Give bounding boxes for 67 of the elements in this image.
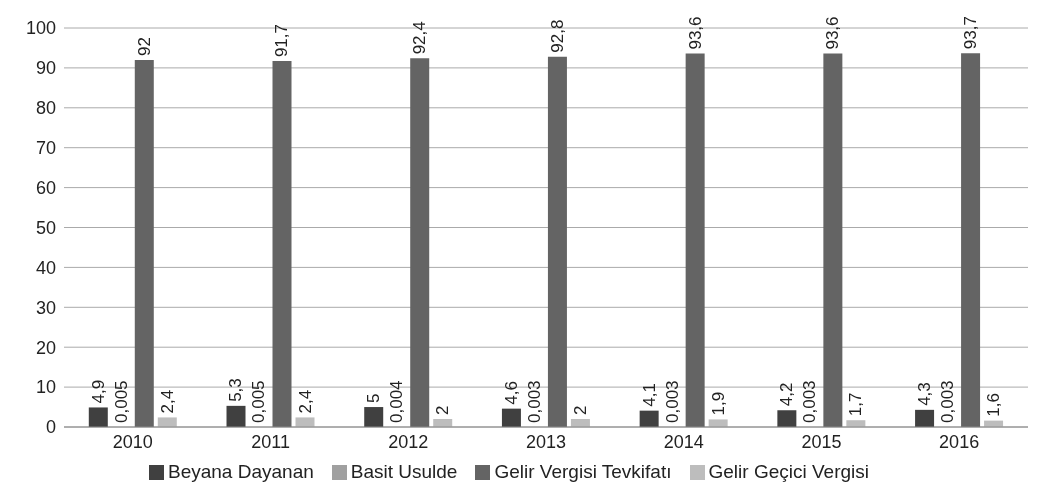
data-label: 93,7 [961,16,981,50]
y-tick-label: 40 [35,257,56,278]
y-tick-label: 70 [35,138,56,159]
x-tick-label: 2012 [388,431,429,452]
bar [708,419,728,427]
bar [547,56,567,427]
x-tick-label: 2015 [801,431,842,452]
x-tick-label: 2016 [939,431,980,452]
data-label: 0,005 [249,380,269,423]
data-label: 0,005 [111,380,131,423]
legend-label: Gelir Geçici Vergisi [708,461,869,482]
data-label: 2 [570,405,590,416]
y-tick-label: 100 [25,18,56,39]
bar [226,405,246,427]
bar [501,408,521,427]
data-label: 92,8 [547,19,567,53]
data-label: 91,7 [272,24,292,58]
data-label: 93,6 [685,16,705,50]
x-tick-label: 2011 [251,431,290,452]
y-tick-label: 30 [35,297,56,318]
y-tick-label: 20 [35,337,56,358]
bar [364,407,384,427]
bar [915,409,935,427]
bar [134,59,154,427]
data-label: 4,9 [88,379,108,404]
data-label: 1,6 [984,392,1004,417]
bar [157,417,177,427]
legend-label: Gelir Vergisi Tevkifatı [494,461,672,482]
legend-label: Basit Usulde [350,461,458,482]
data-label: 5 [364,393,384,404]
data-label: 92,4 [410,21,430,55]
data-label: 1,7 [846,392,866,417]
data-label: 0,003 [938,380,958,423]
bar [295,417,315,427]
data-label: 0,003 [524,380,544,423]
x-tick-label: 2010 [112,431,153,452]
data-label: 2,4 [295,389,315,414]
x-tick-label: 2013 [525,431,567,452]
bar [88,407,108,427]
data-label: 93,6 [823,16,843,50]
bar [823,53,843,427]
y-tick-label: 10 [35,377,56,398]
data-label: 2 [433,405,453,416]
bar [272,61,292,427]
data-label: 5,3 [226,378,246,402]
data-label: 92 [134,37,154,56]
y-tick-label: 0 [45,417,56,438]
bar [685,53,705,427]
y-tick-label: 80 [35,98,56,119]
data-label: 0,004 [387,380,407,423]
data-label: 0,003 [800,380,820,423]
data-label: 4,1 [639,383,659,407]
bar [410,58,430,427]
bar [777,410,797,427]
legend-label: Beyana Dayanan [167,461,314,482]
data-label: 0,003 [662,380,682,423]
y-tick-label: 50 [35,217,56,238]
bar [961,53,981,427]
data-label: 2,4 [157,389,177,414]
data-label: 4,2 [777,382,797,407]
bar [639,410,659,427]
x-tick-label: 2014 [663,431,704,452]
y-tick-label: 60 [35,177,56,198]
data-label: 1,9 [708,391,728,416]
data-label: 4,3 [915,382,935,406]
y-tick-label: 90 [35,58,56,79]
data-label: 4,6 [501,381,521,405]
